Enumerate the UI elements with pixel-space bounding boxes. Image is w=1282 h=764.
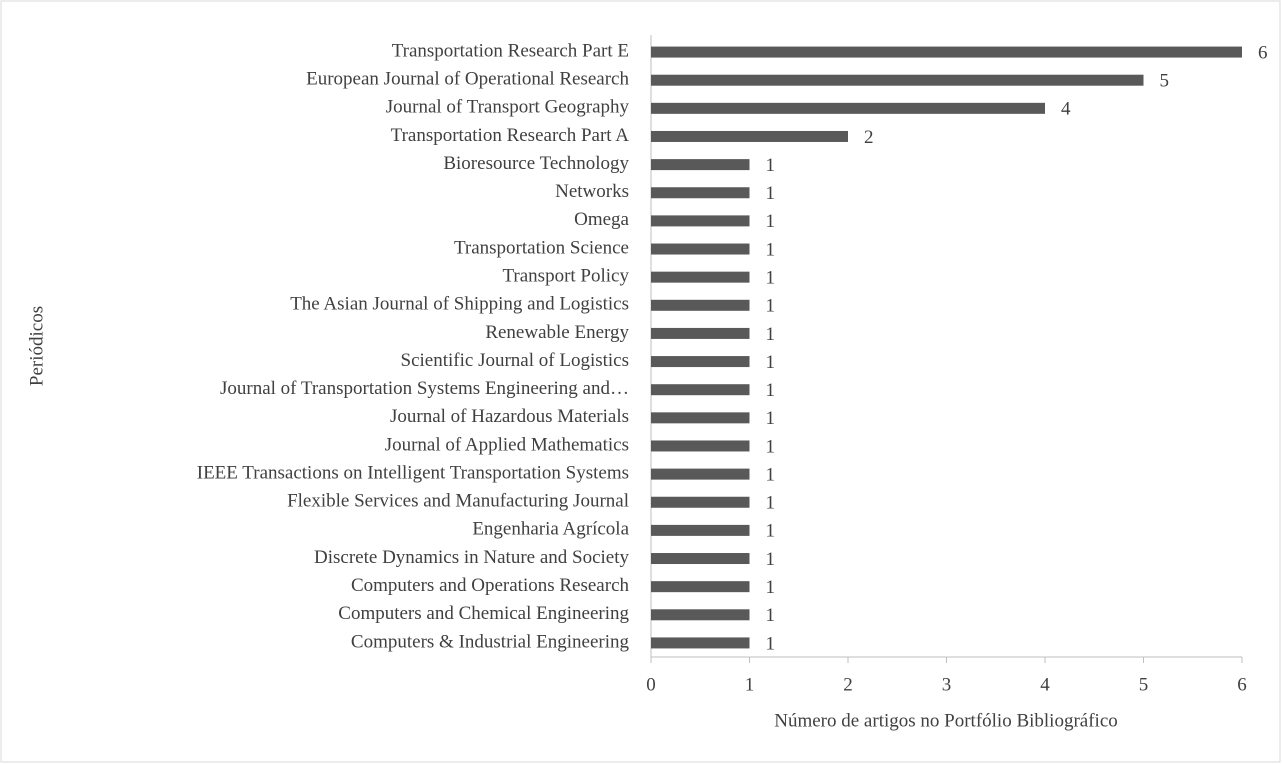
x-tick-label: 5 xyxy=(1139,674,1149,695)
bar xyxy=(651,46,1242,58)
y-tick-label: Bioresource Technology xyxy=(443,153,629,174)
bar xyxy=(651,215,750,227)
data-label: 6 xyxy=(1258,42,1268,63)
x-tick-label: 1 xyxy=(745,674,755,695)
y-tick-label: Journal of Hazardous Materials xyxy=(390,406,629,427)
y-tick-label: Discrete Dynamics in Nature and Society xyxy=(314,547,629,568)
y-tick-label: Transport Policy xyxy=(502,266,629,287)
data-label: 1 xyxy=(766,633,776,654)
bar xyxy=(651,384,750,396)
data-label: 1 xyxy=(766,577,776,598)
bar xyxy=(651,130,848,142)
bar xyxy=(651,440,750,452)
data-label: 1 xyxy=(766,352,776,373)
data-label: 1 xyxy=(766,464,776,485)
bar xyxy=(651,102,1045,114)
y-tick-label: Journal of Applied Mathematics xyxy=(385,434,629,455)
bar xyxy=(651,553,750,565)
y-tick-label: Scientific Journal of Logistics xyxy=(401,350,629,371)
y-tick-label: Computers and Chemical Engineering xyxy=(338,603,629,624)
x-tick-label: 4 xyxy=(1040,674,1050,695)
x-tick-label: 0 xyxy=(646,674,656,695)
y-tick-label: Renewable Energy xyxy=(485,322,629,343)
y-tick-label: Computers & Industrial Engineering xyxy=(351,631,630,652)
data-label: 1 xyxy=(766,296,776,317)
bar xyxy=(651,637,750,649)
data-label: 1 xyxy=(766,436,776,457)
data-label: 1 xyxy=(766,239,776,260)
y-tick-label: Omega xyxy=(574,209,629,230)
y-tick-label: Flexible Services and Manufacturing Jour… xyxy=(287,491,629,512)
bar xyxy=(651,468,750,480)
bar xyxy=(651,496,750,508)
bar xyxy=(651,299,750,311)
y-tick-label: Engenharia Agrícola xyxy=(472,519,629,540)
bar xyxy=(651,581,750,593)
x-tick-label: 2 xyxy=(843,674,853,695)
y-axis-label: Periódicos xyxy=(26,306,47,386)
y-tick-label: IEEE Transactions on Intelligent Transpo… xyxy=(197,462,629,483)
data-label: 1 xyxy=(766,183,776,204)
y-tick-label: The Asian Journal of Shipping and Logist… xyxy=(290,294,629,315)
bar xyxy=(651,356,750,368)
data-label: 1 xyxy=(766,211,776,232)
bar xyxy=(651,187,750,199)
y-tick-label: European Journal of Operational Research xyxy=(306,69,629,90)
y-tick-label: Journal of Transport Geography xyxy=(386,97,630,118)
y-tick-label: Transportation Science xyxy=(454,237,629,258)
bar xyxy=(651,271,750,283)
x-tick-label: 6 xyxy=(1237,674,1247,695)
data-label: 1 xyxy=(766,549,776,570)
data-label: 1 xyxy=(766,324,776,345)
y-tick-label: Computers and Operations Research xyxy=(351,575,630,596)
bar xyxy=(651,74,1144,86)
data-label: 1 xyxy=(766,380,776,401)
data-label: 1 xyxy=(766,521,776,542)
x-axis-label: Número de artigos no Portfólio Bibliográ… xyxy=(774,710,1118,731)
bar xyxy=(651,609,750,621)
x-tick-label: 3 xyxy=(942,674,952,695)
data-label: 1 xyxy=(766,605,776,626)
bar xyxy=(651,524,750,536)
data-label: 4 xyxy=(1061,99,1071,120)
bar xyxy=(651,327,750,339)
data-label: 1 xyxy=(766,493,776,514)
bar xyxy=(651,243,750,255)
data-label: 1 xyxy=(766,408,776,429)
y-tick-label: Transportation Research Part E xyxy=(392,40,629,61)
data-label: 1 xyxy=(766,268,776,289)
y-tick-label: Transportation Research Part A xyxy=(391,125,630,146)
data-label: 2 xyxy=(864,127,874,148)
bar xyxy=(651,412,750,424)
y-tick-label: Networks xyxy=(555,181,629,202)
data-label: 5 xyxy=(1160,71,1170,92)
y-tick-label: Journal of Transportation Systems Engine… xyxy=(220,378,629,399)
bar xyxy=(651,159,750,171)
data-label: 1 xyxy=(766,155,776,176)
